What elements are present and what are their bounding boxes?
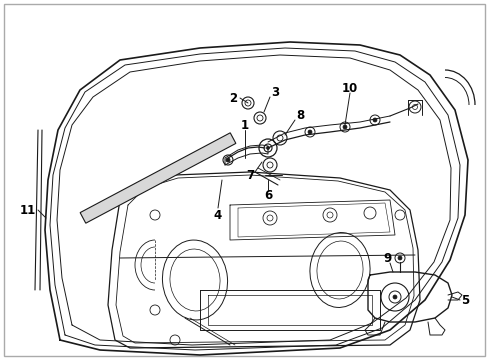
Text: 6: 6 xyxy=(264,189,271,202)
Text: 5: 5 xyxy=(460,293,468,306)
Circle shape xyxy=(266,147,269,149)
Circle shape xyxy=(372,118,376,122)
Text: 11: 11 xyxy=(20,203,36,216)
Text: 8: 8 xyxy=(295,108,304,122)
Circle shape xyxy=(225,158,229,162)
Circle shape xyxy=(397,256,401,260)
Circle shape xyxy=(307,130,311,134)
Circle shape xyxy=(392,295,396,299)
Text: 2: 2 xyxy=(228,91,237,104)
Text: 1: 1 xyxy=(241,118,248,131)
Text: 9: 9 xyxy=(383,252,391,265)
Text: 7: 7 xyxy=(245,168,254,181)
Text: 10: 10 xyxy=(341,81,357,95)
Polygon shape xyxy=(80,133,235,223)
Circle shape xyxy=(342,125,346,129)
Text: 3: 3 xyxy=(270,86,279,99)
Text: 4: 4 xyxy=(213,208,222,221)
